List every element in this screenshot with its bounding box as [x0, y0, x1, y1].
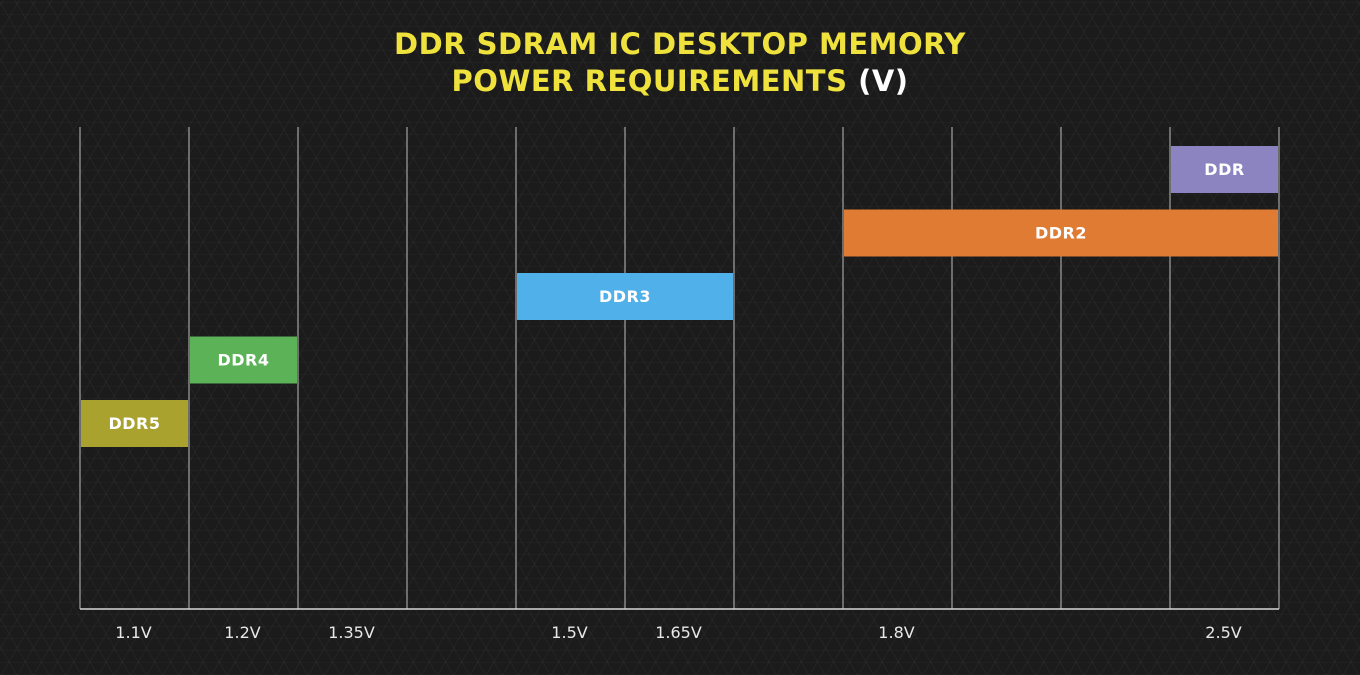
title-line-2: POWER REQUIREMENTS (V)	[0, 63, 1360, 100]
bar-ddr3	[517, 273, 733, 320]
tick-label-4: 1.65V	[655, 623, 702, 642]
grid-layer	[79, 127, 1280, 610]
tick-label-3: 1.5V	[551, 623, 587, 642]
tick-label-6: 2.5V	[1205, 623, 1241, 642]
tick-label-2: 1.35V	[328, 623, 375, 642]
title-line-2-text: POWER REQUIREMENTS	[451, 64, 848, 98]
tick-label-1: 1.2V	[224, 623, 260, 642]
bar-layer: DDR5 DDR4 DDR3 DDR2 DDR	[81, 146, 1278, 447]
bar-label-ddr4: DDR4	[217, 351, 269, 370]
bar-label-ddr: DDR	[1204, 160, 1244, 179]
title-unit: (V)	[858, 64, 909, 98]
bar-label-ddr5: DDR5	[108, 414, 160, 433]
bar-ddr2	[844, 209, 1278, 257]
tick-label-5: 1.8V	[878, 623, 914, 642]
title-line-1: DDR SDRAM IC DESKTOP MEMORY	[394, 27, 966, 61]
bar-label-ddr2: DDR2	[1035, 224, 1087, 243]
bar-label-ddr3: DDR3	[599, 287, 651, 306]
bar-ddr5	[81, 400, 188, 447]
bar-ddr4	[190, 336, 297, 384]
tick-layer: 1.1V 1.2V 1.35V 1.5V 1.65V 1.8V 2.5V	[115, 623, 1241, 642]
bar-ddr	[1171, 146, 1278, 193]
tick-label-0: 1.1V	[115, 623, 151, 642]
chart-title: DDR SDRAM IC DESKTOP MEMORY POWER REQUIR…	[0, 26, 1360, 100]
